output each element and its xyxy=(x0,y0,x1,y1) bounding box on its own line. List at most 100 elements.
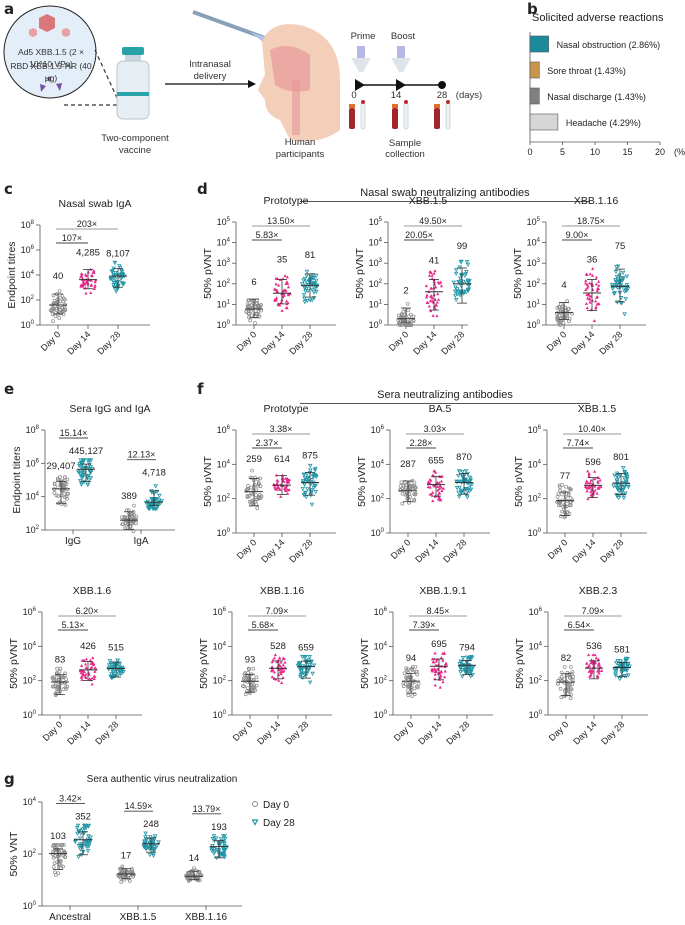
data-point xyxy=(311,290,317,295)
gmt-label: 82 xyxy=(561,653,572,664)
data-point xyxy=(453,293,458,298)
y-tick-exponent: 6 xyxy=(227,425,231,431)
y-tick-exponent: 6 xyxy=(539,607,543,613)
data-point xyxy=(457,265,463,270)
group-header-nasal: Nasal swab neutralizing antibodies xyxy=(300,187,590,202)
data-point xyxy=(301,479,306,484)
chart-title: XBB.1.5 xyxy=(578,403,617,415)
scatter-chart-f2: 100 102 104 106 50% pVNT BA.5 Day 0 Day 14 Day 2… xyxy=(356,403,490,565)
data-point xyxy=(88,835,93,840)
data-point xyxy=(560,509,564,514)
data-point xyxy=(594,305,598,309)
data-point xyxy=(558,323,562,327)
chart-title: Prototype xyxy=(264,195,309,207)
data-point xyxy=(614,474,620,479)
data-point xyxy=(121,669,126,675)
data-point xyxy=(558,488,563,493)
data-point xyxy=(621,476,627,481)
data-point xyxy=(115,673,121,678)
data-point xyxy=(309,478,315,483)
bar xyxy=(529,35,549,53)
data-point xyxy=(59,843,64,848)
data-point xyxy=(117,662,123,667)
data-point xyxy=(303,490,308,495)
data-point xyxy=(78,475,84,480)
data-point xyxy=(569,676,574,681)
data-point xyxy=(617,677,622,682)
y-tick-exponent: 4 xyxy=(539,641,543,647)
gmt-label: 445,127 xyxy=(69,446,103,457)
data-point xyxy=(404,323,408,327)
data-point xyxy=(283,274,287,278)
data-point xyxy=(434,303,439,307)
data-point xyxy=(623,659,629,664)
data-point xyxy=(61,687,66,692)
data-point xyxy=(612,667,617,672)
data-point xyxy=(459,488,465,493)
data-point xyxy=(433,307,437,311)
data-point xyxy=(273,287,278,291)
data-point xyxy=(79,465,84,470)
y-tick-exponent: 0 xyxy=(33,901,37,907)
data-point xyxy=(437,297,441,301)
data-point xyxy=(109,672,114,677)
data-point xyxy=(64,677,69,682)
data-point xyxy=(303,279,309,284)
data-point xyxy=(93,669,97,673)
data-point xyxy=(143,831,148,836)
data-point xyxy=(588,485,593,489)
data-point xyxy=(555,306,560,310)
data-point xyxy=(433,683,437,687)
data-point xyxy=(621,466,626,471)
chart-title: Solicited adverse reactions xyxy=(532,12,664,24)
data-point xyxy=(308,298,313,303)
data-point xyxy=(191,868,196,873)
data-point xyxy=(431,490,435,494)
data-point xyxy=(116,264,122,269)
data-point xyxy=(302,655,307,660)
data-point xyxy=(92,674,96,678)
data-point xyxy=(309,502,315,507)
scatter-chart-f6: 100 102 104 106 50% pVNT XBB.1.9.1 Day 0 Day 14… xyxy=(359,585,493,747)
data-point xyxy=(61,853,66,858)
y-tick-exponent: 6 xyxy=(384,607,388,613)
data-point xyxy=(589,673,593,677)
data-point xyxy=(249,303,254,308)
data-point xyxy=(253,475,257,480)
data-point xyxy=(558,686,563,691)
boost-device-icon xyxy=(391,46,411,72)
data-point xyxy=(54,311,58,315)
data-point xyxy=(453,298,459,303)
data-point xyxy=(92,662,96,666)
data-point xyxy=(78,831,83,836)
gmt-label: 695 xyxy=(431,639,447,650)
data-point xyxy=(78,847,83,852)
data-point xyxy=(89,291,93,295)
data-point xyxy=(427,304,431,308)
scatter-chart-f1: 100 102 104 106 50% pVNT Prototype Day 0 Day 14… xyxy=(202,403,336,565)
x-tick-label: Day 14 xyxy=(569,329,596,356)
gmt-label: 17 xyxy=(121,850,132,861)
data-point xyxy=(76,471,82,476)
data-point xyxy=(63,475,67,479)
y-tick-label: 101 xyxy=(527,299,541,309)
data-point xyxy=(53,306,58,311)
data-point xyxy=(283,288,287,292)
bar-label: Headache (4.29%) xyxy=(566,118,641,128)
data-point xyxy=(596,302,600,306)
y-tick-label: 108 xyxy=(26,425,40,435)
data-points-group xyxy=(300,463,319,507)
y-tick-label: 106 xyxy=(529,607,543,617)
data-point xyxy=(461,289,467,295)
data-point xyxy=(87,462,92,468)
data-point xyxy=(112,277,118,282)
gmt-label: 6 xyxy=(251,277,256,288)
fold-label: 2.37× xyxy=(256,438,279,448)
data-point xyxy=(222,848,228,853)
group-header-sera: Sera neutralizing antibodies xyxy=(300,389,590,404)
data-point xyxy=(93,666,97,670)
data-point xyxy=(306,658,311,663)
data-point xyxy=(89,273,93,277)
y-tick-exponent: 3 xyxy=(379,258,383,264)
